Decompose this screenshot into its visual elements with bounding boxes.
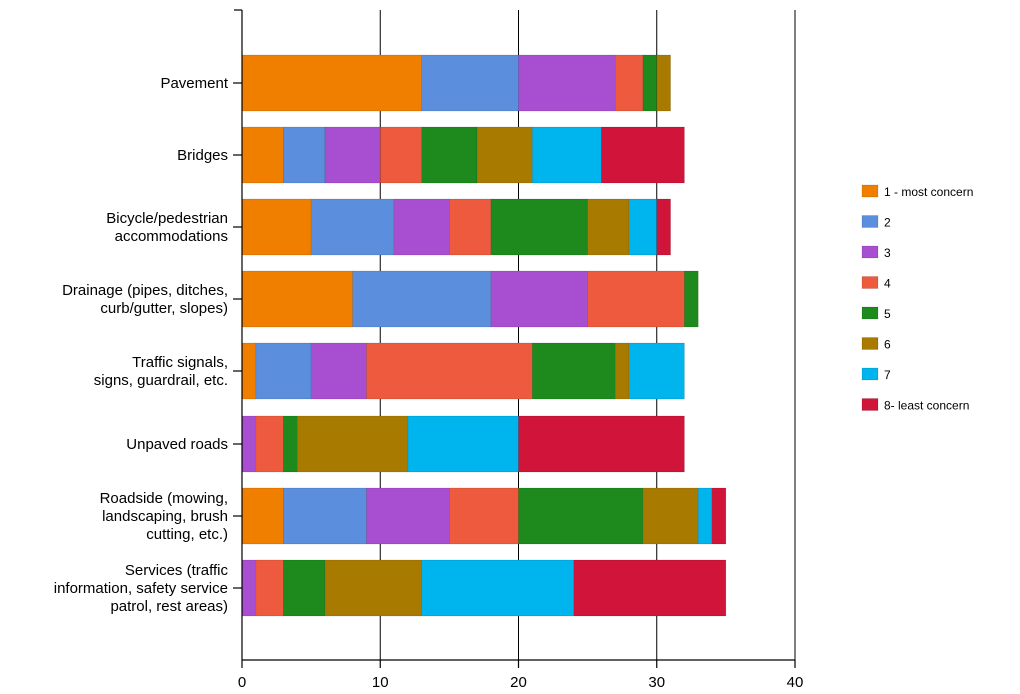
- category-label: signs, guardrail, etc.: [94, 372, 228, 389]
- bar-segment[interactable]: [393, 198, 450, 256]
- bar-segment[interactable]: [241, 270, 353, 328]
- bar-segment[interactable]: [421, 126, 478, 184]
- category-label: Bicycle/pedestrian: [106, 210, 228, 227]
- category-label: Drainage (pipes, ditches,: [62, 282, 228, 299]
- bar-segment[interactable]: [255, 342, 312, 400]
- category-label: accommodations: [115, 228, 228, 245]
- bar-segment[interactable]: [711, 487, 727, 545]
- bar-segment[interactable]: [324, 126, 381, 184]
- category-label: curb/gutter, slopes): [100, 300, 228, 317]
- bar-segment[interactable]: [283, 559, 326, 617]
- legend-swatch[interactable]: [861, 306, 879, 320]
- bar-segment[interactable]: [614, 342, 630, 400]
- legend-label[interactable]: 8- least concern: [884, 399, 969, 413]
- bar-segment[interactable]: [642, 54, 658, 112]
- category-label: Pavement: [160, 75, 228, 92]
- category-labels: Pavement Bridges Bicycle/pedestrianaccommo…: [54, 75, 229, 615]
- x-tick-label: 20: [510, 674, 527, 691]
- bar-segment[interactable]: [241, 54, 423, 112]
- legend-swatch[interactable]: [861, 337, 879, 350]
- bars: [241, 54, 727, 617]
- bar-segment[interactable]: [476, 126, 533, 184]
- bar-segment[interactable]: [532, 342, 616, 400]
- legend[interactable]: 1 - most concern 2 3 4 5 6 7 8- least concern: [861, 184, 973, 413]
- legend-label[interactable]: 6: [884, 338, 891, 352]
- bar-segment[interactable]: [241, 198, 312, 256]
- bar-segment[interactable]: [490, 270, 588, 328]
- legend-swatch[interactable]: [861, 184, 879, 198]
- bar-segment[interactable]: [518, 487, 644, 545]
- bar-segment[interactable]: [241, 559, 257, 617]
- bar-segment[interactable]: [573, 559, 727, 617]
- legend-label[interactable]: 5: [884, 307, 891, 321]
- bar-segment[interactable]: [379, 126, 423, 184]
- x-tick-label: 30: [648, 674, 665, 691]
- bar-segment[interactable]: [697, 487, 713, 545]
- axes: [233, 9, 796, 668]
- legend-label[interactable]: 3: [884, 246, 891, 260]
- bar-segment[interactable]: [255, 559, 284, 617]
- legend-label[interactable]: 1 - most concern: [884, 185, 973, 199]
- bar-segment[interactable]: [601, 126, 685, 184]
- bar-segment[interactable]: [310, 198, 395, 256]
- bar-segment[interactable]: [366, 342, 533, 400]
- bar-segment[interactable]: [241, 415, 257, 473]
- legend-swatch[interactable]: [861, 245, 879, 259]
- bar-segment[interactable]: [518, 415, 685, 473]
- bar-segment[interactable]: [255, 415, 284, 473]
- bar-segment[interactable]: [449, 487, 519, 545]
- legend-label[interactable]: 7: [884, 368, 891, 382]
- bar-segment[interactable]: [283, 126, 326, 184]
- category-label: Bridges: [177, 147, 228, 164]
- bar-segment[interactable]: [449, 198, 492, 256]
- bar-segment[interactable]: [421, 54, 519, 112]
- bar-segment[interactable]: [283, 415, 298, 473]
- bar-segment[interactable]: [407, 415, 519, 473]
- category-label: Roadside (mowing,: [100, 490, 228, 507]
- bar-segment[interactable]: [324, 559, 423, 617]
- legend-label[interactable]: 2: [884, 216, 891, 230]
- legend-swatch[interactable]: [861, 367, 879, 381]
- bar-segment[interactable]: [628, 198, 658, 256]
- bar-segment[interactable]: [518, 54, 616, 112]
- category-label: Unpaved roads: [126, 436, 228, 453]
- bar-segment[interactable]: [628, 342, 685, 400]
- bar-segment[interactable]: [241, 126, 284, 184]
- legend-swatch[interactable]: [861, 276, 879, 289]
- category-label: Traffic signals,: [132, 354, 228, 371]
- x-tick-label: 10: [372, 674, 389, 691]
- bar-segment[interactable]: [656, 198, 671, 256]
- bar-segment[interactable]: [241, 342, 257, 400]
- bar-segment[interactable]: [614, 54, 644, 112]
- category-label: information, safety service: [54, 580, 228, 597]
- x-tick-label: 40: [787, 674, 804, 691]
- x-tick-labels: 0 10 20 30 40: [238, 674, 804, 691]
- category-label: landscaping, brush: [102, 508, 228, 525]
- legend-swatch[interactable]: [861, 215, 879, 228]
- bar-segment[interactable]: [352, 270, 492, 328]
- legend-swatch[interactable]: [861, 398, 879, 411]
- bar-segment[interactable]: [283, 487, 367, 545]
- bar-segment[interactable]: [587, 198, 630, 256]
- category-label: cutting, etc.): [146, 526, 228, 543]
- grid-lines: [379, 10, 796, 660]
- bar-segment[interactable]: [490, 198, 588, 256]
- bar-segment[interactable]: [684, 270, 699, 328]
- bar-segment[interactable]: [296, 415, 409, 473]
- legend-label[interactable]: 4: [884, 277, 891, 291]
- x-tick-label: 0: [238, 674, 246, 691]
- bar-segment[interactable]: [656, 54, 671, 112]
- category-label: Services (traffic: [125, 562, 229, 579]
- bar-segment[interactable]: [532, 126, 602, 184]
- bar-segment[interactable]: [421, 559, 575, 617]
- bar-segment[interactable]: [642, 487, 699, 545]
- category-label: patrol, rest areas): [110, 598, 228, 615]
- bar-segment[interactable]: [366, 487, 450, 545]
- bar-segment[interactable]: [587, 270, 685, 328]
- bar-segment[interactable]: [241, 487, 284, 545]
- bar-segment[interactable]: [310, 342, 367, 400]
